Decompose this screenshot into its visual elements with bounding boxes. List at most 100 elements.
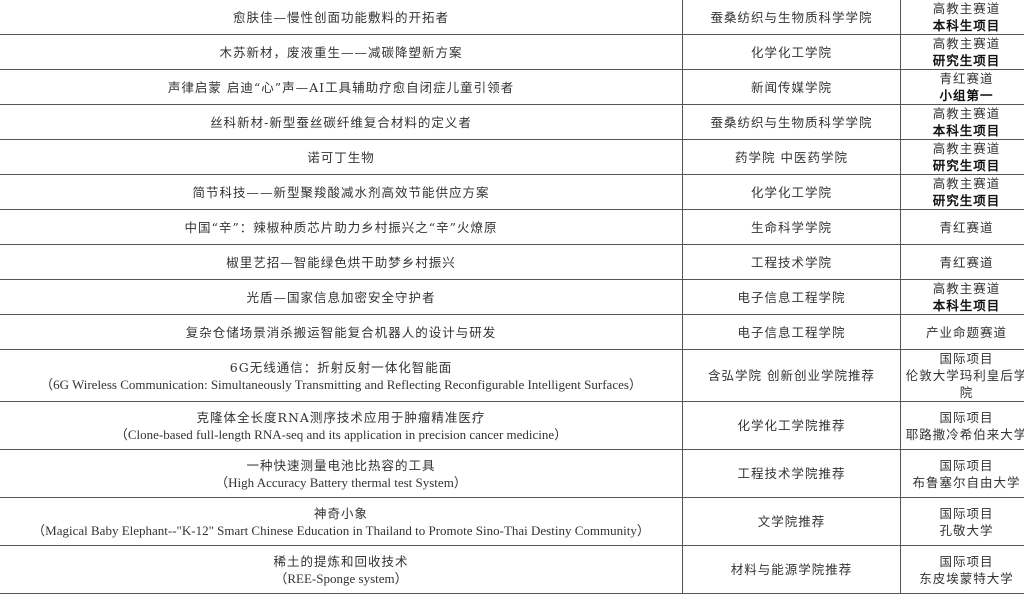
track-cell: 高教主赛道本科生项目 bbox=[901, 0, 1024, 35]
track-cell: 国际项目伦敦大学玛利皇后学院 bbox=[901, 350, 1024, 402]
table-row: 神奇小象 （Magical Baby Elephant--"K-12" Smart… bbox=[0, 498, 1024, 546]
project-name: 椒里艺招—智能绿色烘干助梦乡村振兴 bbox=[226, 255, 456, 270]
project-name: 丝科新材-新型蚕丝碳纤维复合材料的定义者 bbox=[210, 115, 472, 130]
track-detail: 布鲁塞尔自由大学 bbox=[912, 475, 1020, 490]
college-name: 电子信息工程学院 bbox=[737, 290, 845, 305]
college-cell: 工程技术学院 bbox=[683, 245, 901, 280]
track-category: 本科生项目 bbox=[933, 18, 1001, 33]
project-english-name: （Magical Baby Elephant--"K-12" Smart Chi… bbox=[32, 523, 650, 538]
table-row: 丝科新材-新型蚕丝碳纤维复合材料的定义者蚕桑纺织与生物质科学学院高教主赛道本科生… bbox=[0, 105, 1024, 140]
table-row: 克隆体全长度RNA测序技术应用于肿瘤精准医疗 （Clone-based full-… bbox=[0, 402, 1024, 450]
track-detail: 伦敦大学玛利皇后学院 bbox=[906, 368, 1024, 400]
table-row: 木苏新材，废液重生——减碳降塑新方案 化学化工学院 高教主赛道研究生项目 bbox=[0, 35, 1024, 70]
project-name-cell: 复杂仓储场景消杀搬运智能复合机器人的设计与研发 bbox=[0, 315, 683, 350]
table-row: 愈肤佳—慢性创面功能敷料的开拓者蚕桑纺织与生物质科学学院高教主赛道本科生项目 bbox=[0, 0, 1024, 35]
college-cell: 蚕桑纺织与生物质科学学院 bbox=[683, 105, 901, 140]
college-cell: 生命科学学院 bbox=[683, 210, 901, 245]
project-name-cell: 神奇小象 （Magical Baby Elephant--"K-12" Smart… bbox=[0, 498, 683, 546]
track-name: 高教主赛道 bbox=[933, 1, 1001, 16]
project-name-cell: 光盾—国家信息加密安全守护者 bbox=[0, 280, 683, 315]
track-cell: 国际项目耶路撒冷希伯来大学 bbox=[901, 402, 1024, 450]
college-name: 工程技术学院推荐 bbox=[737, 466, 845, 481]
track-name: 高教主赛道 bbox=[933, 176, 1001, 191]
college-name: 化学化工学院推荐 bbox=[737, 418, 845, 433]
college-name: 药学院 中医药学院 bbox=[735, 150, 848, 165]
project-name-cell: 木苏新材，废液重生——减碳降塑新方案 bbox=[0, 35, 683, 70]
project-name-cell: 一种快速测量电池比热容的工具 （High Accuracy Battery the… bbox=[0, 450, 683, 498]
college-cell: 新闻传媒学院 bbox=[683, 70, 901, 105]
track-detail: 孔敬大学 bbox=[939, 523, 993, 538]
track-category: 小组第一 bbox=[939, 88, 993, 103]
track-name: 青红赛道 bbox=[939, 71, 993, 86]
college-cell: 药学院 中医药学院 bbox=[683, 140, 901, 175]
table-row: 诺可丁生物 药学院 中医药学院 高教主赛道研究生项目 bbox=[0, 140, 1024, 175]
college-cell: 文学院推荐 bbox=[683, 498, 901, 546]
track-name: 高教主赛道 bbox=[933, 36, 1001, 51]
college-name: 含弘学院 创新创业学院推荐 bbox=[708, 368, 875, 383]
track-name: 国际项目 bbox=[939, 506, 993, 521]
table-row: 光盾—国家信息加密安全守护者 电子信息工程学院 高教主赛道本科生项目 bbox=[0, 280, 1024, 315]
college-name: 蚕桑纺织与生物质科学学院 bbox=[710, 115, 872, 130]
project-name: 简节科技——新型聚羧酸减水剂高效节能供应方案 bbox=[192, 185, 489, 200]
track-cell: 国际项目孔敬大学 bbox=[901, 498, 1024, 546]
track-name: 高教主赛道 bbox=[933, 106, 1001, 121]
project-english-name: （High Accuracy Battery thermal test Syst… bbox=[215, 475, 467, 490]
table-row: 6G无线通信：折射反射一体化智能面（6G Wireless Communicat… bbox=[0, 350, 1024, 402]
project-name: 神奇小象 bbox=[314, 506, 368, 521]
table-row: 简节科技——新型聚羧酸减水剂高效节能供应方案 化学化工学院 高教主赛道研究生项目 bbox=[0, 175, 1024, 210]
track-cell: 高教主赛道研究生项目 bbox=[901, 175, 1024, 210]
college-cell: 含弘学院 创新创业学院推荐 bbox=[683, 350, 901, 402]
college-name: 化学化工学院 bbox=[751, 185, 832, 200]
track-detail: 耶路撒冷希伯来大学 bbox=[906, 427, 1024, 442]
track-category: 本科生项目 bbox=[933, 298, 1001, 313]
college-cell: 材料与能源学院推荐 bbox=[683, 546, 901, 594]
project-name: 光盾—国家信息加密安全守护者 bbox=[246, 290, 435, 305]
project-name-cell: 6G无线通信：折射反射一体化智能面（6G Wireless Communicat… bbox=[0, 350, 683, 402]
project-name-cell: 愈肤佳—慢性创面功能敷料的开拓者 bbox=[0, 0, 683, 35]
project-name: 复杂仓储场景消杀搬运智能复合机器人的设计与研发 bbox=[186, 325, 497, 340]
track-cell: 国际项目东皮埃蒙特大学 bbox=[901, 546, 1024, 594]
table-row: 椒里艺招—智能绿色烘干助梦乡村振兴 工程技术学院青红赛道 bbox=[0, 245, 1024, 280]
project-name: 一种快速测量电池比热容的工具 bbox=[246, 458, 435, 473]
project-name: 木苏新材，废液重生——减碳降塑新方案 bbox=[219, 45, 462, 60]
college-cell: 电子信息工程学院 bbox=[683, 315, 901, 350]
track-cell: 国际项目布鲁塞尔自由大学 bbox=[901, 450, 1024, 498]
college-name: 化学化工学院 bbox=[751, 45, 832, 60]
track-cell: 高教主赛道本科生项目 bbox=[901, 280, 1024, 315]
table-row: 声律启蒙 启迪“心”声—AI工具辅助疗愈自闭症儿童引领者新闻传媒学院青红赛道小组… bbox=[0, 70, 1024, 105]
track-name: 青红赛道 bbox=[939, 220, 993, 235]
track-category: 研究生项目 bbox=[933, 193, 1001, 208]
project-english-name: （REE-Sponge system） bbox=[274, 571, 407, 586]
track-name: 国际项目 bbox=[939, 554, 993, 569]
track-name: 产业命题赛道 bbox=[926, 325, 1007, 340]
track-cell: 青红赛道 bbox=[901, 210, 1024, 245]
college-name: 生命科学学院 bbox=[751, 220, 832, 235]
project-name: 愈肤佳—慢性创面功能敷料的开拓者 bbox=[233, 10, 449, 25]
college-cell: 工程技术学院推荐 bbox=[683, 450, 901, 498]
project-english-name: （6G Wireless Communication: Simultaneous… bbox=[40, 377, 642, 392]
track-cell: 青红赛道 bbox=[901, 245, 1024, 280]
track-name: 高教主赛道 bbox=[933, 141, 1001, 156]
college-cell: 电子信息工程学院 bbox=[683, 280, 901, 315]
project-name-cell: 稀土的提炼和回收技术 （REE-Sponge system） bbox=[0, 546, 683, 594]
project-name: 诺可丁生物 bbox=[307, 150, 375, 165]
track-name: 国际项目 bbox=[939, 351, 993, 366]
project-name-cell: 中国“辛”：辣椒种质芯片助力乡村振兴之“辛”火燎原 bbox=[0, 210, 683, 245]
project-english-name: （Clone-based full-length RNA-seq and its… bbox=[115, 427, 567, 442]
track-category: 研究生项目 bbox=[933, 158, 1001, 173]
college-name: 电子信息工程学院 bbox=[737, 325, 845, 340]
project-name: 克隆体全长度RNA测序技术应用于肿瘤精准医疗 bbox=[197, 410, 486, 425]
project-name-cell: 椒里艺招—智能绿色烘干助梦乡村振兴 bbox=[0, 245, 683, 280]
college-name: 新闻传媒学院 bbox=[751, 80, 832, 95]
track-name: 国际项目 bbox=[939, 410, 993, 425]
table-row: 一种快速测量电池比热容的工具 （High Accuracy Battery the… bbox=[0, 450, 1024, 498]
track-category: 研究生项目 bbox=[933, 53, 1001, 68]
project-name-cell: 克隆体全长度RNA测序技术应用于肿瘤精准医疗 （Clone-based full-… bbox=[0, 402, 683, 450]
project-name: 稀土的提炼和回收技术 bbox=[273, 554, 408, 569]
college-name: 文学院推荐 bbox=[758, 514, 826, 529]
table-row: 中国“辛”：辣椒种质芯片助力乡村振兴之“辛”火燎原 生命科学学院 青红赛道 bbox=[0, 210, 1024, 245]
project-name-cell: 简节科技——新型聚羧酸减水剂高效节能供应方案 bbox=[0, 175, 683, 210]
project-name: 中国“辛”：辣椒种质芯片助力乡村振兴之“辛”火燎原 bbox=[184, 220, 497, 235]
